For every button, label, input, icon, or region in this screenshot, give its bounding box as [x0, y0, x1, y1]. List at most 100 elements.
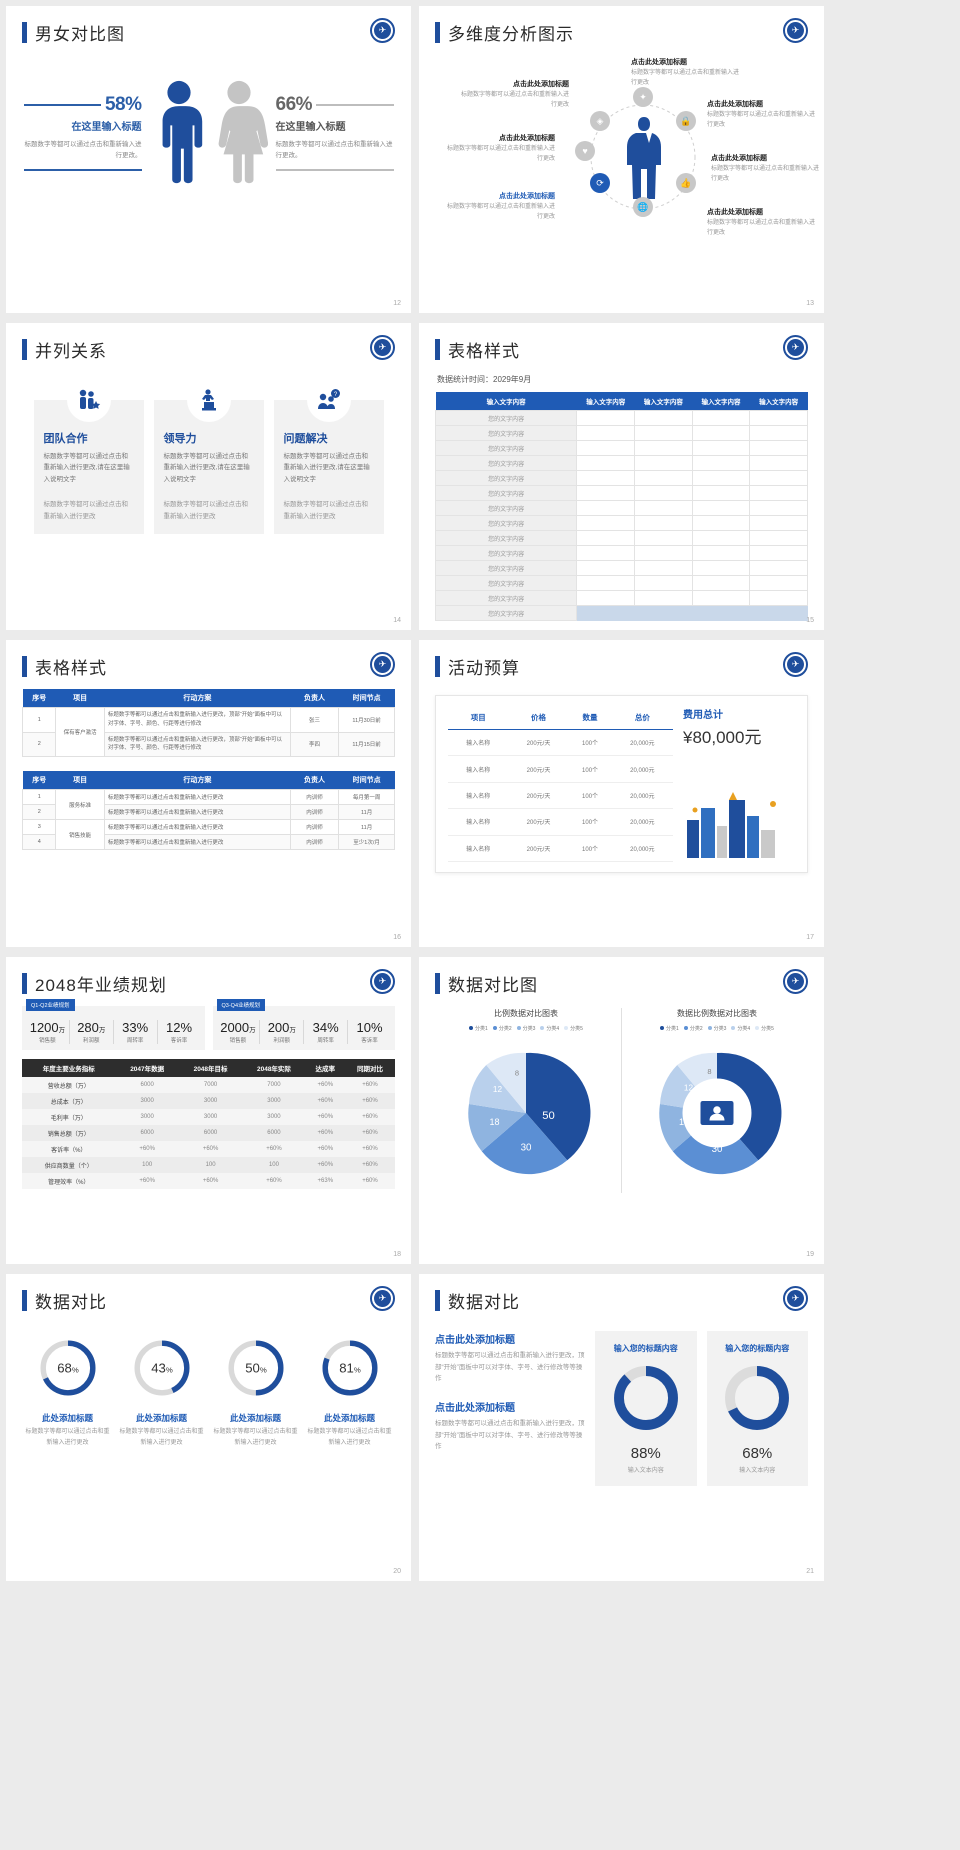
table-row[interactable]: 输入名称 200元/天 100个 20,000元	[448, 835, 673, 863]
female-bottom-rule	[275, 168, 394, 171]
table-cell	[749, 500, 808, 516]
refresh-icon[interactable]: ⟳	[590, 173, 610, 193]
column-header: 行动方案	[104, 771, 291, 790]
table-row[interactable]: 输入名称 200元/天 100个 20,000元	[448, 729, 673, 757]
logo-glyph: ✈	[787, 1290, 804, 1307]
svg-text:18: 18	[489, 1117, 499, 1127]
slide-15[interactable]: 表格样式 ✈ 数据统计时间：2029年9月 输入文字内容 输入文字内容 输入文字内容…	[419, 323, 824, 630]
card-problem-solving[interactable]: ? 问题解决 标题数字等都可以通过点击和重新输入进行更改,请在这里输入说明文字 …	[273, 378, 384, 534]
female-heading: 在这里输入标题	[275, 121, 346, 133]
thumbs-up-icon[interactable]: 👍	[676, 173, 696, 193]
rocket-icon[interactable]: ✦	[633, 87, 653, 107]
progress-ring-item[interactable]: 81% 此处添加标题 标题数字等都可以通过点击和重新输入进行更改	[306, 1337, 394, 1449]
table-row[interactable]: 输入名称 200元/天 100个 20,000元	[448, 755, 673, 783]
table-cell: 管理效率（%）	[22, 1173, 116, 1189]
table-cell: 200元/天	[508, 835, 569, 863]
table-row[interactable]: 3 销售技能 标题数字等都可以通过点击和重新输入进行更改 内训师 11月	[21, 819, 395, 851]
table-row[interactable]: 1 保有客户激活 标题数字等都可以通过点击和重新输入进行更改，顶部“开始”面板中可以…	[21, 706, 395, 758]
block-desc: 标题数字等都可以通过点击和重新输入进行更改，顶部“开始”面板中可以对字体、字号、…	[435, 1420, 585, 1451]
table-row[interactable]: 营收总额（万） 6000 7000 7000 +60% +60%	[22, 1077, 395, 1093]
column-header: 输入文字内容	[749, 392, 808, 411]
business-metrics-table[interactable]: 年度主要业务指标 2047年数据 2048年目标 2048年实际 达成率 同期对比 营收总…	[22, 1059, 395, 1189]
table-cell	[691, 500, 751, 516]
svg-text:68%: 68%	[57, 1361, 79, 1376]
table-cell: +60%	[305, 1141, 345, 1157]
kpi-value: 34%	[312, 1020, 339, 1035]
kpi-value: 2000万	[220, 1020, 256, 1035]
table-cell: 11月	[338, 804, 395, 821]
slide-21[interactable]: 数据对比 ✈ 点击此处添加标题 标题数字等都可以通过点击和重新输入进行更改，顶部…	[419, 1274, 824, 1581]
table-cell: 至少1次/月	[338, 834, 395, 851]
progress-ring-item[interactable]: 68% 此处添加标题 标题数字等都可以通过点击和重新输入进行更改	[24, 1337, 112, 1449]
diamond-icon[interactable]: ◈	[590, 111, 610, 131]
table-cell	[749, 575, 808, 591]
heart-icon[interactable]: ♥	[575, 141, 595, 161]
title-accent-bar	[435, 339, 440, 360]
table-row[interactable]: 毛利率（万） 3000 3000 3000 +60% +60%	[22, 1109, 395, 1125]
slide-header: 并列关系	[22, 337, 395, 362]
text-blocks: 点击此处添加标题 标题数字等都可以通过点击和重新输入进行更改，顶部“开始”面板中…	[435, 1331, 585, 1486]
table-row[interactable]: 销售总额（万） 6000 6000 6000 +60% +60%	[22, 1125, 395, 1141]
table-row[interactable]: 您的文字内容	[434, 515, 808, 531]
slide-12[interactable]: 男女对比图 ✈ 58% 在这里输入标题 标题数字等都可以通过点击和重新输入进行更…	[6, 6, 411, 313]
slide-16[interactable]: 表格样式 ✈ 序号 项目 行动方案 负责人 时间节点 1 保有客户激活 标题数字等都可以通过…	[6, 640, 411, 947]
table-row[interactable]: 客诉率（%） +60% +60% +60% +60% +60%	[22, 1141, 395, 1157]
table-row[interactable]: 总成本（万） 3000 3000 3000 +60% +60%	[22, 1093, 395, 1109]
table-row[interactable]: 您的文字内容	[434, 575, 808, 591]
slide-19[interactable]: 数据对比图 ✈ 比例数据对比图表 分类1 分类2 分类3 分类4 分类5 50 30 1…	[419, 957, 824, 1264]
table-row[interactable]: 1 服务标准 标题数字等都可以通过点击和重新输入进行更改 内训师 每月第一周	[21, 789, 395, 821]
svg-text:8: 8	[707, 1067, 711, 1076]
slide-14[interactable]: 并列关系 ✈ 团队合作 标题数字等都可以通过点击和重新输入进行更改,请在这里输入…	[6, 323, 411, 630]
column-header: 输入文字内容	[576, 392, 635, 411]
table-row[interactable]: 您的文字内容	[434, 455, 808, 471]
budget-table[interactable]: 项目 价格 数量 总价 输入名称 200元/天 100个 20,000元 输入名称 200元/天…	[448, 706, 673, 863]
card-heading: 领导力	[163, 433, 197, 445]
table-row[interactable]: 供应商数量（个） 100 100 100 +60% +60%	[22, 1157, 395, 1173]
card-teamwork[interactable]: 团队合作 标题数字等都可以通过点击和重新输入进行更改,请在这里输入说明文字 标题…	[33, 378, 144, 534]
table-row[interactable]: 您的文字内容	[434, 440, 808, 456]
table-row[interactable]: 您的文字内容	[434, 545, 808, 561]
action-plan-table-2[interactable]: 序号 项目 行动方案 负责人 时间节点 1 服务标准 标题数字等都可以通过点击和重新输入进行…	[21, 771, 395, 851]
kpi-value: 1200万	[29, 1020, 66, 1035]
page-title: 数据对比	[35, 1293, 107, 1312]
total-label: 费用总计	[683, 710, 723, 721]
logo-glyph: ✈	[787, 656, 804, 673]
table-row[interactable]: 输入名称 200元/天 100个 20,000元	[448, 808, 673, 836]
table-row[interactable]: 2 标题数字等都可以通过点击和重新输入进行更改 内训师 11月	[21, 804, 395, 821]
table-row[interactable]: 您的文字内容	[434, 470, 808, 486]
lock-icon[interactable]: 🔒	[676, 111, 696, 131]
kpi-label: 周转率	[126, 1038, 144, 1044]
table-cell	[749, 515, 808, 531]
ring-card-2[interactable]: 输入您的标题内容 68% 输入文本内容	[706, 1331, 808, 1486]
slide-13[interactable]: 多维度分析图示 ✈ 点击此处添加标题 标题数字等都可以通过点击和重新输入进行更改…	[419, 6, 824, 313]
table-header-row: 项目 价格 数量 总价	[448, 706, 673, 730]
table-cell	[749, 545, 808, 561]
table-row[interactable]: 您的文字内容	[434, 425, 808, 441]
table-row[interactable]: 4 标题数字等都可以通过点击和重新输入进行更改 内训师 至少1次/月	[21, 834, 395, 851]
column-header: 输入文字内容	[634, 392, 693, 411]
table-row[interactable]: 您的文字内容	[434, 485, 808, 501]
table-row[interactable]: 2 标题数字等都可以通过点击和重新输入进行更改，顶部“开始”面板中可以对字体、字号…	[21, 731, 395, 758]
data-table[interactable]: 输入文字内容 输入文字内容 输入文字内容 输入文字内容 输入文字内容 您的文字内容 您的文…	[434, 392, 808, 621]
table-row[interactable]: 您的文字内容	[434, 530, 808, 546]
page-title: 活动预算	[448, 659, 520, 678]
slide-17[interactable]: 活动预算 ✈ 项目 价格 数量 总价 输入名称 200元/天 100个 20,000元 输入名…	[419, 640, 824, 947]
table-row[interactable]: 输入名称 200元/天 100个 20,000元	[448, 782, 673, 810]
action-plan-table-1[interactable]: 序号 项目 行动方案 负责人 时间节点 1 保有客户激活 标题数字等都可以通过点击和重新输入…	[21, 689, 395, 758]
table-row[interactable]: 您的文字内容	[434, 410, 808, 426]
slide-18[interactable]: 2048年业绩规划 ✈ Q1-Q2业绩规划 1200万 销售额 280万 利润额 33% 周…	[6, 957, 411, 1264]
label-title: 点击此处添加标题	[711, 155, 767, 162]
progress-ring-item[interactable]: 43% 此处添加标题 标题数字等都可以通过点击和重新输入进行更改	[118, 1337, 206, 1449]
slide-20[interactable]: 数据对比 ✈ 68% 此处添加标题 标题数字等都可以通过点击和重新输入进行更改 43%…	[6, 1274, 411, 1581]
table-row[interactable]: 您的文字内容	[434, 500, 808, 516]
table-row[interactable]: 您的文字内容	[434, 605, 808, 621]
progress-ring: 43%	[133, 1340, 190, 1396]
table-row[interactable]: 您的文字内容	[434, 560, 808, 576]
card-leadership[interactable]: 领导力 标题数字等都可以通过点击和重新输入进行更改,请在这里输入说明文字 标题数…	[153, 378, 264, 534]
ring-card-1[interactable]: 输入您的标题内容 88% 输入文本内容	[595, 1331, 697, 1486]
globe-icon[interactable]: 🌐	[633, 197, 653, 217]
progress-ring-item[interactable]: 50% 此处添加标题 标题数字等都可以通过点击和重新输入进行更改	[212, 1337, 300, 1449]
table-row[interactable]: 管理效率（%） +60% +60% +60% +63% +60%	[22, 1173, 395, 1189]
table-row[interactable]: 您的文字内容	[434, 590, 808, 606]
svg-text:50: 50	[735, 1110, 748, 1122]
